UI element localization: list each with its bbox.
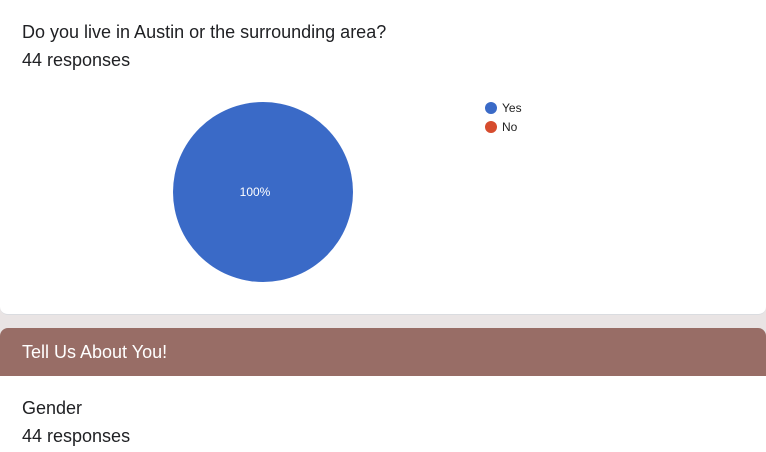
gender-question-title: Gender (22, 398, 83, 418)
question-card: Do you live in Austin or the surrounding… (0, 0, 766, 315)
legend-marker (485, 102, 497, 114)
pie-slice-yes (173, 102, 353, 282)
section-title: Tell Us About You! (22, 342, 168, 362)
pie-chart: 100% Yes No (173, 101, 522, 282)
section-header: Tell Us About You! (0, 328, 766, 376)
legend-label: No (502, 120, 518, 134)
response-count: 44 responses (22, 50, 131, 70)
legend-item-no[interactable]: No (485, 120, 518, 134)
legend-item-yes[interactable]: Yes (485, 101, 522, 115)
gender-response-count: 44 responses (22, 426, 131, 446)
pie-slice-label: 100% (240, 185, 271, 199)
gender-question-card: Gender 44 responses (0, 376, 766, 452)
legend-label: Yes (502, 101, 522, 115)
legend-marker (485, 121, 497, 133)
question-title: Do you live in Austin or the surrounding… (22, 22, 387, 42)
